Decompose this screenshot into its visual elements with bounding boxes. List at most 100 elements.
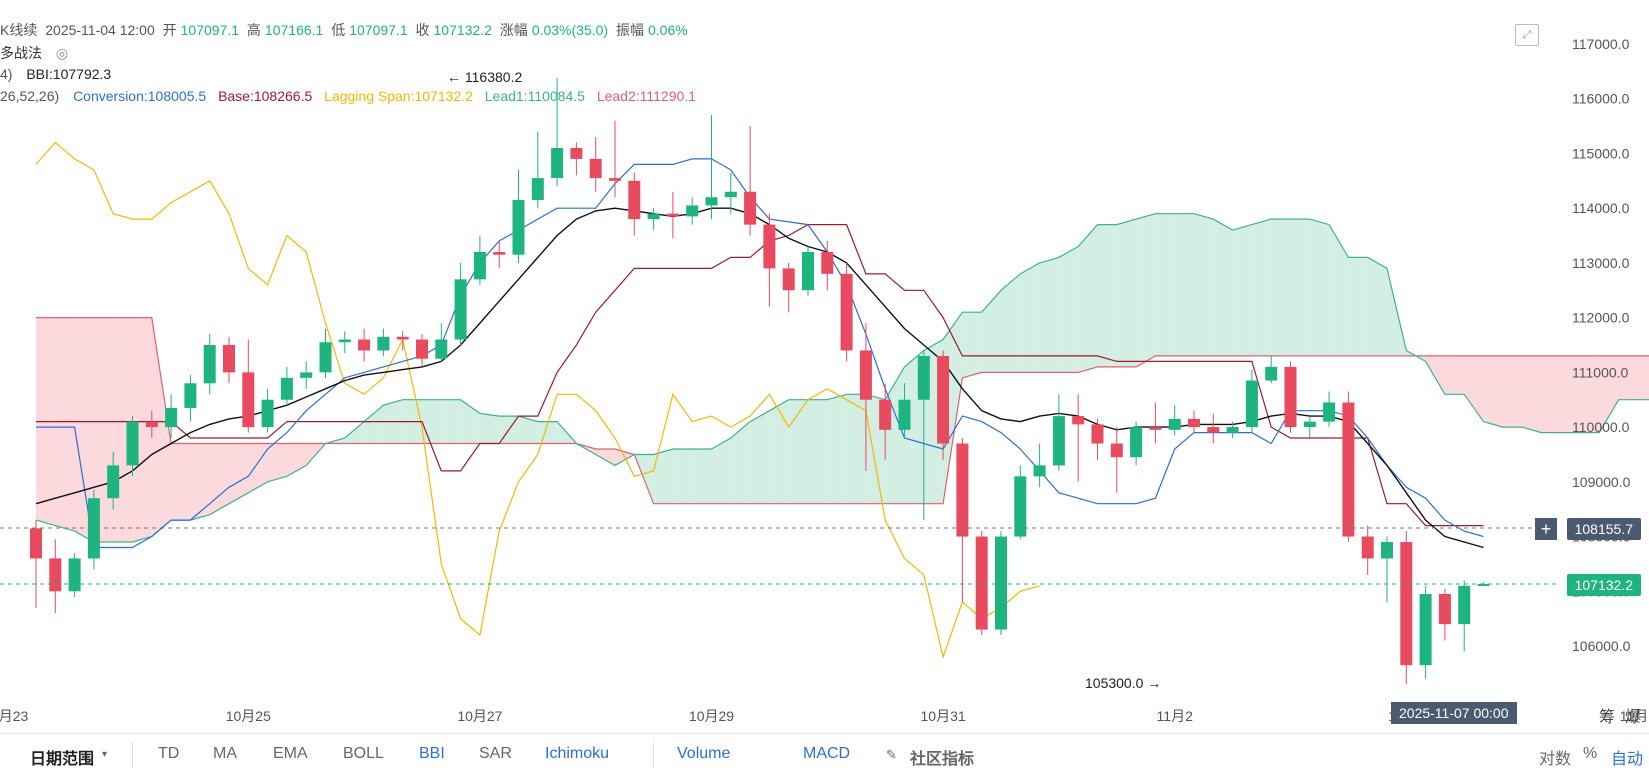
cloud-segment (518, 416, 538, 444)
crosshair-price-tag: 108155.7 (1566, 518, 1641, 540)
candle-body (686, 205, 699, 217)
candle-body (1284, 366, 1297, 428)
chip-label[interactable]: 筹 (1599, 709, 1616, 726)
candle-body (744, 191, 757, 225)
cloud-segment (730, 421, 751, 504)
indicator-bbi[interactable]: BBI (419, 745, 445, 762)
candle-body (821, 251, 834, 274)
cloud-segment (1136, 213, 1156, 367)
ichimoku-row: 26,52,26) Conversion:108005.5 Base:10826… (0, 88, 700, 104)
bottom-toolbar: 日期范围 ▾ TD MA EMA BOLL BBI SAR Ichimoku V… (0, 733, 1649, 776)
horizontal-lines (0, 527, 1560, 585)
candle-body (628, 180, 641, 220)
base-value: Base:108266.5 (218, 88, 313, 104)
cloud-segment (190, 443, 210, 521)
burst-label[interactable]: 爆 (1625, 709, 1642, 726)
conversion-value: Conversion:108005.5 (73, 88, 207, 104)
cloud-segment (1078, 224, 1098, 373)
cloud-segment (808, 399, 828, 504)
candle-body (859, 350, 872, 400)
indicator-macd[interactable]: MACD (803, 745, 851, 762)
indicator-ema[interactable]: EMA (273, 745, 308, 762)
line-base (36, 224, 1484, 527)
candle-body (1207, 427, 1220, 433)
auto-scale-toggle[interactable]: 自动 (1611, 751, 1644, 768)
low-value: 107097.1 (349, 22, 408, 38)
candle-body (898, 399, 911, 430)
percent-scale-toggle[interactable]: % (1583, 745, 1598, 762)
indicator-td[interactable]: TD (158, 745, 180, 762)
cloud-segment (364, 405, 384, 444)
candle-body (1033, 465, 1046, 477)
cloud-segment (1116, 219, 1137, 367)
candle-body (1072, 416, 1085, 425)
cloud-segment (1483, 355, 1503, 428)
candle-body (589, 158, 602, 179)
candle-body (1014, 476, 1027, 537)
x-tick-label: 10月29 (689, 708, 734, 724)
candle-body (1168, 418, 1181, 430)
amplitude-label: 振幅 (615, 22, 644, 38)
cloud-segment (1599, 355, 1619, 433)
chevron-down-icon[interactable]: ▾ (102, 749, 108, 760)
candle-body (1188, 418, 1200, 428)
indicator-volume[interactable]: Volume (677, 745, 731, 762)
date-range-button[interactable]: 日期范围 (30, 751, 95, 768)
cloud-segment (846, 394, 866, 504)
candle-body (1265, 366, 1278, 381)
add-alert-icon[interactable]: + (1535, 518, 1557, 540)
candle-body (995, 536, 1007, 630)
cloud-segment (1618, 355, 1638, 400)
candle-body (724, 191, 737, 198)
candle-body (1052, 416, 1065, 466)
candle-body (1342, 402, 1355, 537)
strategy-row[interactable]: 多战法 ◎ (0, 43, 72, 63)
price-chart[interactable]: 106000.0107000.0108000.0109000.0110000.0… (0, 0, 1649, 733)
indicator-ma[interactable]: MA (213, 745, 237, 762)
cloud-segment (672, 448, 693, 504)
cloud-segment (1464, 355, 1484, 422)
candle-body (705, 197, 718, 206)
candle-body (416, 339, 428, 359)
indicator-boll[interactable]: BOLL (343, 745, 384, 762)
cloud-segment (151, 317, 172, 537)
strategy-label[interactable]: 多战法 (0, 45, 42, 61)
log-scale-toggle[interactable]: 对数 (1539, 751, 1572, 768)
bbi-value: BBI:107792.3 (26, 66, 112, 82)
last-price-tag: 107132.2 (1566, 574, 1641, 596)
eye-off-icon[interactable]: ◎ (55, 45, 69, 61)
candle-body (956, 443, 969, 537)
cloud-segment (750, 410, 770, 504)
edit-icon[interactable]: ✎ (886, 747, 897, 762)
cloud-segment (55, 317, 75, 532)
candle-body (1381, 542, 1393, 559)
x-tick-label: 10月31 (921, 708, 966, 724)
y-tick-label: 117000.0 (1572, 36, 1630, 52)
indicator-ichimoku[interactable]: Ichimoku (545, 745, 610, 762)
cloud-segment (1194, 213, 1214, 356)
candle-body (87, 498, 100, 559)
candle-body (49, 558, 62, 592)
candle-body (126, 421, 139, 466)
candle-body (280, 377, 293, 400)
candle-body (551, 147, 564, 179)
cloud-segment (1232, 224, 1252, 356)
y-tick-label: 109000.0 (1572, 474, 1631, 490)
candle-body (782, 268, 795, 291)
x-tick-label: 11月6 (1620, 708, 1649, 724)
indicator-sar[interactable]: SAR (479, 745, 512, 762)
candle-body (1323, 402, 1336, 422)
cloud-segment (248, 443, 268, 493)
candle-body (531, 178, 544, 200)
cloud-segment (1329, 224, 1349, 356)
candle-body (454, 279, 467, 340)
ohlc-row: K线续 2025-11-04 12:00 开 107097.1 高 107166.1… (0, 20, 692, 40)
close-value: 107132.2 (433, 22, 492, 38)
candle-body (184, 383, 197, 408)
y-tick-label: 115000.0 (1572, 145, 1630, 161)
cloud-segment (595, 448, 615, 466)
cloud-segment (653, 448, 673, 504)
community-indicators-button[interactable]: 社区指标 (910, 751, 975, 768)
candle-body (242, 372, 255, 428)
fullscreen-icon[interactable]: ⤢ (1515, 24, 1539, 46)
